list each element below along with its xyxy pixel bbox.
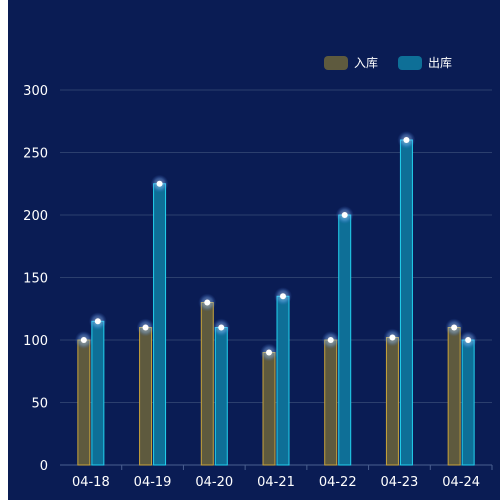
marker-dot <box>280 293 286 300</box>
marker-dot <box>451 324 458 331</box>
y-tick-label: 50 <box>31 397 48 412</box>
bar-out <box>276 295 290 466</box>
bar-in <box>385 337 399 466</box>
bar-out <box>399 139 413 466</box>
legend-item-out[interactable]: 出库 <box>398 54 452 71</box>
x-tick-label: 04-21 <box>257 475 295 490</box>
marker-dot <box>156 180 163 187</box>
bar-out <box>338 214 352 466</box>
bar-chart: 0 50 100 150 200 250 300 04-18 04-19 04-20 04-21 04… <box>23 84 493 490</box>
bar-in <box>139 327 153 466</box>
x-tick-label: 04-20 <box>195 475 233 490</box>
x-tick-label: 04-22 <box>319 475 357 490</box>
marker-dot <box>218 324 225 331</box>
bar-out <box>461 339 475 466</box>
marker-dot <box>327 337 334 343</box>
marker-dot <box>465 337 472 343</box>
bar-in <box>447 327 461 466</box>
legend-label-in: 入库 <box>354 56 379 70</box>
legend-swatch-in <box>324 55 348 70</box>
marker-dot <box>80 337 87 343</box>
bar-in <box>324 339 338 466</box>
marker-dot <box>341 212 348 218</box>
x-tick-label: 04-24 <box>442 475 480 490</box>
marker-dot <box>142 324 149 331</box>
marker-dot <box>266 349 272 356</box>
y-tick-label: 200 <box>23 209 48 224</box>
y-tick-label: 300 <box>23 84 48 99</box>
bar-out <box>91 320 105 466</box>
legend-item-in[interactable]: 入库 <box>324 54 378 71</box>
bar-in <box>77 339 91 466</box>
chart-panel: 0 50 100 150 200 250 300 04-18 04-19 04-20 04-21 04… <box>8 0 500 500</box>
legend-swatch-out <box>398 55 423 70</box>
marker-dot <box>389 334 396 341</box>
x-tick-label: 04-23 <box>381 475 419 490</box>
bar-in <box>262 352 276 466</box>
marker-dot <box>204 299 211 306</box>
legend-label-out: 出库 <box>428 56 453 70</box>
bar-out <box>214 327 228 466</box>
bar-in <box>200 302 214 466</box>
y-tick-label: 0 <box>40 459 48 474</box>
y-tick-label: 100 <box>23 334 48 349</box>
legend: 入库 出库 <box>324 54 452 71</box>
bar-out <box>153 183 167 466</box>
x-tick-label: 04-18 <box>72 475 110 490</box>
marker-dot <box>403 137 410 143</box>
marker-dot <box>94 318 101 325</box>
y-tick-label: 250 <box>23 147 48 162</box>
y-tick-label: 150 <box>23 272 48 287</box>
x-tick-label: 04-19 <box>134 475 172 490</box>
